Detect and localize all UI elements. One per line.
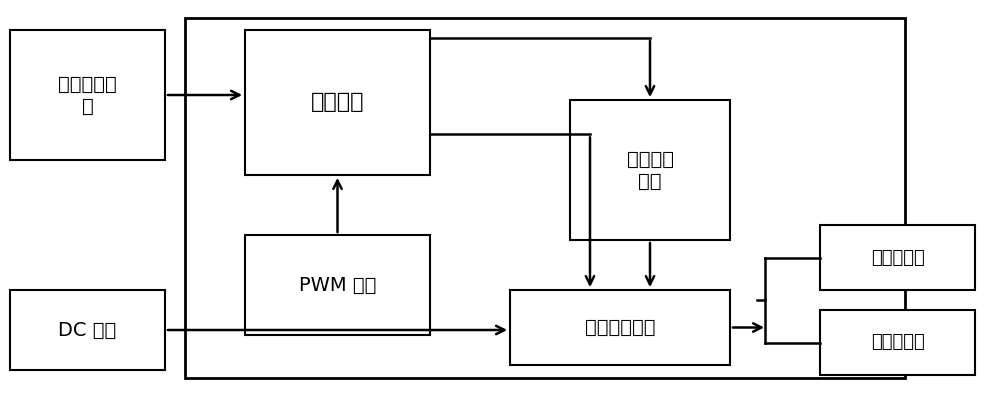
Bar (820, 310, 975, 375)
Bar (10, 30, 165, 160)
Bar (185, 18, 905, 378)
Bar (820, 225, 975, 290)
Text: 输出接口一: 输出接口一 (871, 248, 924, 267)
Bar (245, 30, 430, 175)
Text: 信号处理: 信号处理 (311, 92, 364, 113)
Text: 电流调节
模块: 电流调节 模块 (626, 150, 674, 191)
Text: 控制信号输
入: 控制信号输 入 (58, 74, 117, 115)
Bar (570, 100, 730, 240)
Bar (245, 235, 430, 335)
Bar (10, 290, 165, 370)
Text: 输出接口二: 输出接口二 (871, 334, 924, 351)
Bar (510, 290, 730, 365)
Text: DC 输入: DC 输入 (58, 320, 117, 339)
Text: PWM 模块: PWM 模块 (299, 275, 376, 295)
Text: 四路恒流模块: 四路恒流模块 (585, 318, 655, 337)
